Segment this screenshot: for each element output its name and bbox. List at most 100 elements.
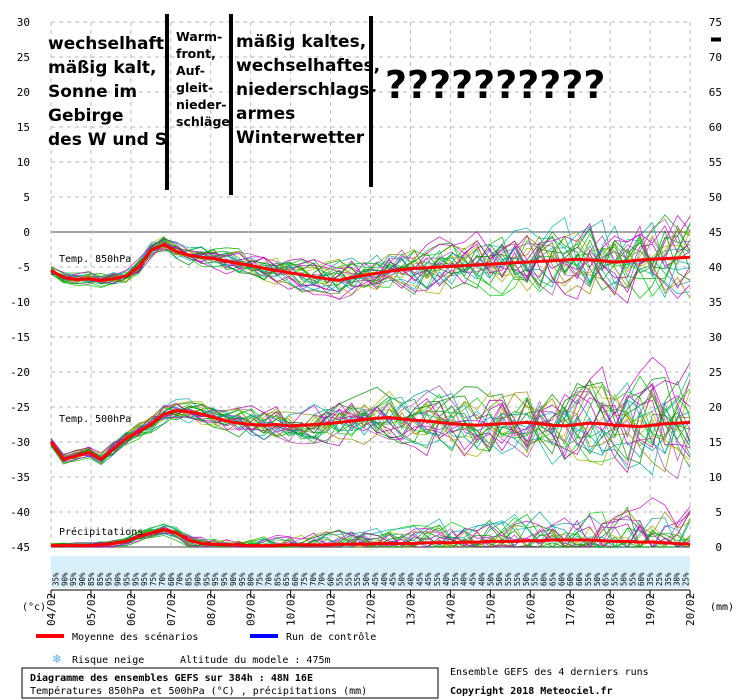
- snow-risk-value: 70%: [158, 572, 167, 586]
- left-tick-label: 10: [17, 156, 30, 169]
- mean-line-t500: [49, 408, 691, 462]
- right-tick-label: 0: [715, 541, 722, 554]
- right-tick-label: 35: [709, 296, 722, 309]
- left-tick-label: 25: [17, 51, 30, 64]
- x-tick-label: 05/02: [85, 593, 98, 626]
- right-tick-label: 40: [709, 261, 722, 274]
- annotations: wechselhaft, mäßig kalt, Sonne im Gebirge de…: [48, 14, 605, 195]
- right-tick-label: 60: [709, 121, 722, 134]
- left-tick-label: -40: [10, 506, 30, 519]
- series-label-t500: Temp. 500hPa: [59, 414, 131, 425]
- snow-risk-value: 60%: [327, 572, 336, 586]
- info-box-subtitle: Températures 850hPa et 500hPa (°C) , pré…: [30, 685, 367, 697]
- left-axis-unit: (°c): [22, 602, 46, 613]
- snow-risk-value: 90%: [193, 572, 202, 586]
- snow-risk-value: 40%: [406, 572, 415, 586]
- series-label-precip: Précipitations: [59, 526, 143, 538]
- credits-line2: Copyright 2018 Meteociel.fr: [450, 685, 613, 697]
- snow-risk-value: 50%: [495, 572, 504, 586]
- left-tick-label: -5: [17, 261, 30, 274]
- x-tick-label: 18/02: [604, 593, 617, 626]
- left-tick-label: 30: [17, 16, 30, 29]
- snow-risk-value: 45%: [371, 572, 380, 586]
- info-box-title: Diagramme des ensembles GEFS sur 384h : …: [30, 672, 313, 684]
- member-line: [50, 375, 691, 461]
- ensemble-means: [49, 242, 691, 548]
- snow-risk-value: 55%: [611, 572, 620, 586]
- snow-risk-value: 30%: [673, 572, 682, 586]
- annotation-1-line: Sonne im: [48, 82, 137, 102]
- snow-risk-value: 80%: [247, 572, 256, 586]
- x-tick-label: 14/02: [444, 593, 457, 626]
- snow-risk-value: 60%: [566, 572, 575, 586]
- snow-risk-value: 55%: [531, 572, 540, 586]
- snow-risk-value: 95%: [122, 572, 131, 586]
- annotation-3-line: niederschlags-: [236, 80, 376, 100]
- axes: 302520151050-5-10-15-20-25-30-35-40-4575…: [10, 16, 722, 626]
- annotation-2-line: Auf-: [176, 63, 205, 78]
- snow-risk-value: 65%: [548, 572, 557, 586]
- x-tick-label: 10/02: [285, 593, 298, 626]
- snow-risk-value: 35%: [51, 572, 60, 586]
- legend-mean-swatch: [36, 634, 64, 638]
- snow-band-bg: [51, 556, 690, 588]
- series-label-t850: Temp. 850hPa: [59, 254, 131, 265]
- snow-risk-value: 60%: [557, 572, 566, 586]
- x-tick-label: 17/02: [564, 593, 577, 626]
- left-tick-label: 5: [23, 191, 30, 204]
- right-tick-label: 20: [709, 401, 722, 414]
- right-tick-label: 45: [709, 226, 722, 239]
- snow-risk-value: 75%: [300, 572, 309, 586]
- snow-risk-value: 50%: [522, 572, 531, 586]
- snow-risk-value: 35%: [646, 572, 655, 586]
- member-line: [50, 224, 691, 297]
- snow-risk-value: 55%: [504, 572, 513, 586]
- legend-mean-label: Moyenne des scénarios: [72, 631, 198, 643]
- info-box-frame: [21, 667, 439, 699]
- x-tick-label: 13/02: [404, 593, 417, 626]
- snow-risk-value: 90%: [78, 572, 87, 586]
- snow-risk-value: 40%: [460, 572, 469, 586]
- snow-risk-value: 85%: [185, 572, 194, 586]
- member-line: [50, 218, 691, 301]
- snow-risk-value: 40%: [442, 572, 451, 586]
- annotation-1-line: mäßig kalt,: [48, 58, 157, 78]
- left-tick-label: -20: [10, 366, 30, 379]
- annotation-3-line: Winterwetter: [236, 128, 365, 148]
- left-tick-label: 20: [17, 86, 30, 99]
- snow-risk-value: 95%: [220, 572, 229, 586]
- snow-risk-value: 60%: [167, 572, 176, 586]
- x-tick-label: 16/02: [524, 593, 537, 626]
- right-tick-label: 15: [709, 436, 722, 449]
- x-tick-label: 07/02: [165, 593, 178, 626]
- credits-line1: Ensemble GEFS des 4 derniers runs: [450, 667, 649, 678]
- member-line: [50, 386, 691, 462]
- x-tick-label: 08/02: [205, 593, 218, 626]
- snow-risk-value: 55%: [344, 572, 353, 586]
- snow-risk-value: 75%: [256, 572, 265, 586]
- right-tick-label: 70: [709, 51, 722, 64]
- legend: Moyenne des scénarios Run de contrôle ❄ …: [36, 631, 376, 666]
- right-tick-label: 25: [709, 366, 722, 379]
- member-line: [50, 512, 691, 548]
- left-tick-label: -35: [10, 471, 30, 484]
- legend-altitude: Altitude du modele : 475m: [180, 655, 331, 666]
- snow-risk-value: 90%: [229, 572, 238, 586]
- snow-risk-value: 25%: [682, 572, 691, 586]
- right-tick-label: 65: [709, 86, 722, 99]
- snow-risk-value: 75%: [149, 572, 158, 586]
- annotation-2-line: nieder-: [176, 97, 226, 112]
- snow-risk-value: 55%: [353, 572, 362, 586]
- snowflake-icon: ❄: [52, 652, 62, 666]
- axis-marker: [711, 37, 721, 42]
- snow-risk-value: 55%: [513, 572, 522, 586]
- left-tick-label: -30: [10, 436, 30, 449]
- snow-risk-value: 55%: [628, 572, 637, 586]
- snow-risk-value: 55%: [335, 572, 344, 586]
- right-tick-label: 50: [709, 191, 722, 204]
- x-tick-label: 11/02: [325, 593, 338, 626]
- x-tick-label: 04/02: [45, 593, 58, 626]
- snow-risk-value: 40%: [380, 572, 389, 586]
- x-tick-label: 06/02: [125, 593, 138, 626]
